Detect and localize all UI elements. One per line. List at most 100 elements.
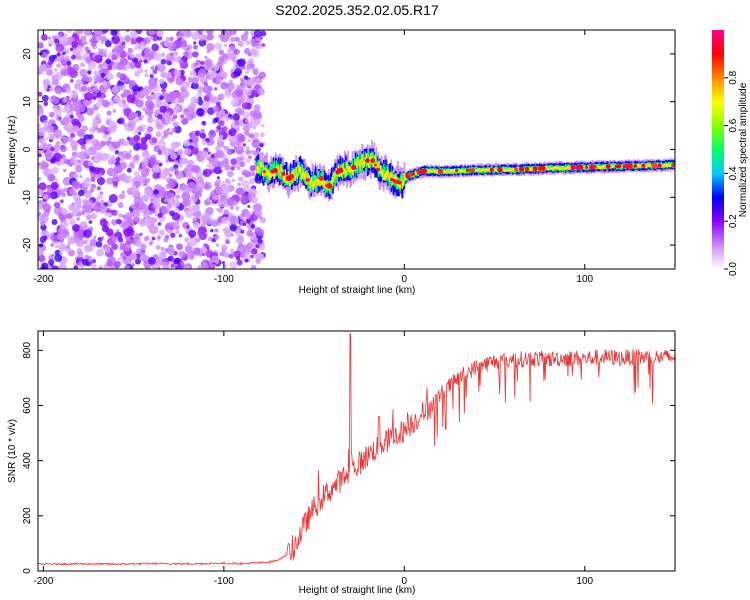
spectrogram-noise-cell <box>157 114 163 120</box>
colorbar-tick-label: 0.8 <box>728 70 739 84</box>
spectrogram-signal-cell <box>555 165 557 169</box>
spectrogram-noise-cell <box>180 114 184 119</box>
spectrogram-noise-cell <box>213 64 220 71</box>
spectrogram-noise-cell <box>117 33 121 37</box>
spectrogram-noise-cell <box>188 229 197 238</box>
spectrogram-signal-cell <box>550 167 553 170</box>
spectrogram-peak-cell <box>657 163 662 168</box>
spectrogram-noise-cell <box>93 70 99 76</box>
spectrogram-noise-cell <box>253 104 261 112</box>
spectrogram-noise-cell <box>76 139 81 144</box>
spectrogram-noise-cell <box>65 248 71 253</box>
spectrogram-noise-cell <box>219 134 224 139</box>
spectrogram-noise-cell <box>112 64 117 69</box>
spectrogram-signal-cell <box>368 157 371 164</box>
spectrogram-noise-cell <box>238 188 243 193</box>
spectrogram-signal-cell <box>312 183 315 190</box>
spectrogram-noise-cell <box>190 204 199 213</box>
spectrogram-noise-cell <box>180 89 190 99</box>
spectrogram-peak-cell <box>262 170 267 174</box>
spectrogram-signal-cell <box>346 162 348 169</box>
spectrogram-noise-cell <box>108 242 112 246</box>
spectrogram-signal-cell <box>402 179 405 185</box>
spectrogram-noise-cell <box>230 98 239 107</box>
spectrogram-noise-cell <box>168 178 178 188</box>
spectrogram-noise-cell <box>68 204 75 211</box>
spectrogram-noise-cell <box>38 248 43 256</box>
spectrogram-signal-cell <box>358 153 360 166</box>
spectrogram-noise-cell <box>122 101 127 105</box>
spectrogram-noise-cell <box>111 209 118 216</box>
spectrogram-noise-cell <box>151 236 156 241</box>
spectrogram-signal-cell <box>610 163 612 169</box>
spectrogram-peak-cell <box>305 178 310 182</box>
spectrogram-noise-cell <box>173 257 181 265</box>
spectrogram-noise-cell <box>61 229 70 239</box>
spectrogram-signal-cell <box>553 166 555 169</box>
spectrogram-noise-cell <box>60 199 64 204</box>
spectrogram-noise-cell <box>98 84 105 91</box>
spectrogram-noise-cell <box>249 165 256 172</box>
spectrogram-noise-cell <box>152 69 158 75</box>
spectrogram-signal-cell <box>564 164 567 170</box>
spectrogram-noise-cell <box>89 126 96 134</box>
spectrogram-noise-cell <box>178 173 183 179</box>
spectrogram-noise-cell <box>62 176 72 186</box>
spectrogram-noise-cell <box>200 262 209 269</box>
spectrogram-signal-cell <box>367 150 370 164</box>
spectrogram-noise-cell <box>169 226 174 231</box>
spectrogram-signal-cell <box>272 161 275 173</box>
spectrogram-signal-cell <box>511 167 514 171</box>
spectrogram-noise-cell <box>178 59 184 65</box>
snr-x-tick-label: -200 <box>33 576 53 587</box>
spectrogram-noise-cell <box>182 80 191 89</box>
spectrogram-signal-cell <box>351 168 354 176</box>
spectrogram-signal-cell <box>460 169 463 173</box>
spectrogram-signal-cell <box>601 165 604 169</box>
spectrogram-peak-cell <box>518 166 525 172</box>
spectrogram-noise-cell <box>59 222 67 229</box>
spectrogram-noise-cell <box>245 149 251 156</box>
spectrogram-signal-cell <box>331 180 333 187</box>
spectrogram-noise-cell <box>253 30 262 38</box>
spectrogram-signal-cell <box>364 151 367 164</box>
spectrogram-noise-cell <box>112 181 119 187</box>
spectrogram-y-tick-label: 20 <box>22 48 33 60</box>
spectrogram-noise-cell <box>175 168 179 172</box>
spectrogram-signal-cell <box>598 166 601 169</box>
spectrogram-noise-cell <box>193 41 197 45</box>
spectrogram-signal-cell <box>403 173 406 180</box>
spectrogram-signal-cell <box>367 161 370 168</box>
spectrogram-noise-cell <box>124 259 130 265</box>
spectrogram-noise-cell <box>153 263 159 269</box>
spectrogram-noise-cell <box>76 30 84 35</box>
spectrogram-noise-cell <box>106 260 114 267</box>
spectrogram-signal-cell <box>429 169 432 173</box>
spectrogram-signal-cell <box>262 167 265 181</box>
spectrogram-noise-cell <box>114 150 120 155</box>
spectrogram-noise-cell <box>72 181 81 190</box>
spectrogram-noise-cell <box>237 134 246 143</box>
spectrogram-noise-cell <box>39 236 47 243</box>
spectrogram-noise-cell <box>93 167 101 175</box>
spectrogram-signal-cell <box>307 177 309 190</box>
spectrogram-noise-cell <box>38 153 42 158</box>
spectrogram-signal-cell <box>270 170 273 178</box>
spectrogram-noise-cell <box>170 264 175 268</box>
spectrogram-noise-cell <box>167 42 177 52</box>
spectrogram-noise-cell <box>105 117 113 125</box>
spectrogram-noise-cell <box>130 186 139 195</box>
spectrogram-noise-cell <box>128 125 135 132</box>
spectrogram-noise-cell <box>144 69 148 73</box>
spectrogram-noise-cell <box>179 158 185 164</box>
spectrogram-noise-cell <box>47 169 53 175</box>
spectrogram-noise-cell <box>89 188 94 193</box>
spectrogram-signal-cell <box>568 164 570 170</box>
spectrogram-noise-cell <box>170 152 178 160</box>
spectrogram-noise-cell <box>107 73 115 80</box>
spectrogram-noise-cell <box>205 249 214 258</box>
spectrogram-noise-cell <box>203 85 212 94</box>
spectrogram-noise-cell <box>157 123 161 128</box>
spectrogram-noise-cell <box>82 258 90 266</box>
spectrogram-noise-cell <box>149 35 154 41</box>
